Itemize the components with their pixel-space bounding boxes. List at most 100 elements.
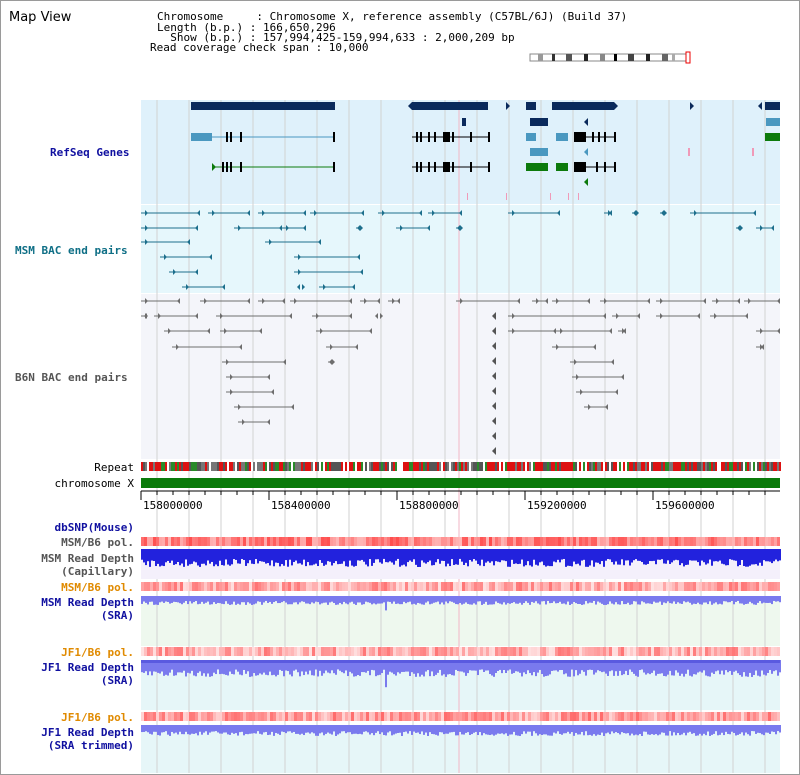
msm-sra-depth bbox=[325, 596, 327, 603]
jf1-sra-depth bbox=[721, 660, 723, 671]
msm-capillary-depth bbox=[321, 549, 323, 563]
jf1-b6-pol-strip bbox=[735, 712, 738, 721]
jf1-sra-depth bbox=[759, 660, 761, 677]
msm-bac-end bbox=[740, 225, 743, 231]
refseq-gene bbox=[556, 133, 568, 141]
jf1-sra-depth bbox=[595, 660, 597, 673]
jf1-sra-depth bbox=[723, 660, 725, 675]
msm-b6-pol-strip bbox=[621, 582, 624, 591]
msm-capillary-depth bbox=[751, 549, 753, 565]
jf1-trimmed-depth bbox=[225, 725, 227, 733]
jf1-trimmed-depth bbox=[427, 725, 429, 736]
jf1-sra-depth bbox=[397, 660, 399, 673]
msm-bac-end bbox=[557, 210, 560, 216]
jf1-trimmed-depth bbox=[527, 725, 529, 732]
track-label-b6n-bac[interactable]: B6N BAC end pairs bbox=[15, 371, 128, 384]
jf1-sra-depth bbox=[219, 660, 221, 675]
msm-capillary-depth bbox=[391, 549, 393, 563]
msm-b6-pol-strip bbox=[219, 537, 222, 546]
jf1-b6-pol-strip bbox=[258, 647, 261, 656]
jf1-trimmed-depth bbox=[659, 725, 661, 735]
jf1-b6-pol-strip bbox=[762, 712, 765, 721]
msm-sra-depth bbox=[403, 596, 405, 602]
msm-sra-depth bbox=[589, 596, 591, 603]
jf1-sra-depth bbox=[419, 660, 421, 677]
jf1-b6-pol-strip bbox=[651, 647, 654, 656]
msm-capillary-depth bbox=[527, 549, 529, 562]
msm-b6-pol-strip bbox=[234, 537, 237, 546]
jf1-sra-depth bbox=[515, 660, 517, 672]
jf1-b6-pol-strip bbox=[177, 712, 180, 721]
msm-b6-pol-strip bbox=[747, 582, 750, 591]
repeat-segment bbox=[699, 462, 701, 471]
msm-b6-pol-strip bbox=[747, 537, 750, 546]
jf1-trimmed-depth bbox=[571, 725, 573, 733]
jf1-trimmed-depth bbox=[169, 725, 171, 736]
msm-capillary-depth bbox=[609, 549, 611, 560]
jf1-sra-depth bbox=[353, 660, 355, 677]
jf1-trimmed-depth bbox=[301, 725, 303, 734]
jf1-trimmed-depth bbox=[587, 725, 589, 736]
msm-capillary-depth bbox=[165, 549, 167, 563]
jf1-b6-pol-strip bbox=[180, 712, 183, 721]
msm-sra-depth bbox=[567, 596, 569, 602]
jf1-b6-pol-strip bbox=[660, 712, 663, 721]
track-label-refseq[interactable]: RefSeq Genes bbox=[50, 146, 130, 159]
msm-sra-depth bbox=[449, 596, 451, 602]
repeat-segment bbox=[355, 462, 357, 471]
b6n-bac-end bbox=[574, 359, 577, 365]
msm-capillary-depth bbox=[729, 549, 731, 560]
jf1-b6-pol-strip bbox=[405, 647, 408, 656]
jf1-b6-pol-strip bbox=[444, 647, 447, 656]
msm-capillary-depth bbox=[263, 549, 265, 562]
b6n-bac-end bbox=[294, 298, 297, 304]
msm-capillary-depth bbox=[709, 549, 711, 560]
msm-sra-depth bbox=[735, 596, 737, 602]
jf1-b6-pol-strip bbox=[420, 647, 423, 656]
jf1-trimmed-depth bbox=[477, 725, 479, 736]
jf1-trimmed-depth bbox=[657, 725, 659, 736]
repeat-segment bbox=[727, 462, 729, 471]
jf1-b6-pol-strip bbox=[438, 712, 441, 721]
msm-sra-depth bbox=[415, 596, 417, 605]
jf1-sra-depth bbox=[615, 660, 617, 672]
b6n-bac-end bbox=[242, 419, 245, 425]
repeat-segment bbox=[305, 462, 307, 471]
repeat-segment bbox=[311, 462, 313, 471]
msm-bac-track-bg bbox=[141, 205, 780, 293]
repeat-segment bbox=[713, 462, 715, 471]
jf1-b6-pol-strip bbox=[354, 647, 357, 656]
jf1-b6-pol-strip bbox=[189, 712, 192, 721]
repeat-segment bbox=[395, 462, 397, 471]
msm-sra-depth bbox=[339, 596, 341, 603]
msm-b6-pol-strip bbox=[507, 537, 510, 546]
msm-sra-depth bbox=[249, 596, 251, 604]
jf1-b6-pol-strip bbox=[210, 712, 213, 721]
jf1-b6-pol-strip bbox=[639, 647, 642, 656]
jf1-b6-pol-strip bbox=[648, 712, 651, 721]
msm-sra-depth bbox=[563, 596, 565, 604]
msm-b6-pol-strip bbox=[543, 537, 546, 546]
msm-b6-pol-strip bbox=[171, 537, 174, 546]
msm-b6-pol-strip bbox=[501, 537, 504, 546]
msm-sra-depth bbox=[381, 596, 383, 604]
jf1-sra-depth bbox=[479, 660, 481, 670]
jf1-b6-pol-strip bbox=[429, 647, 432, 656]
jf1-sra-depth bbox=[141, 660, 143, 673]
jf1-sra-depth bbox=[361, 660, 363, 673]
msm-b6-pol-strip bbox=[309, 537, 312, 546]
jf1-b6-pol-strip bbox=[456, 647, 459, 656]
jf1-b6-pol-strip bbox=[534, 647, 537, 656]
jf1-trimmed-depth bbox=[765, 725, 767, 733]
jf1-b6-pol-strip bbox=[705, 712, 708, 721]
track-label-dbsnp[interactable]: dbSNP(Mouse) bbox=[54, 521, 134, 534]
repeat-segment bbox=[469, 462, 471, 471]
msm-b6-pol-strip bbox=[708, 582, 711, 591]
jf1-b6-pol-strip bbox=[408, 712, 411, 721]
track-label-msm-bac[interactable]: MSM BAC end pairs bbox=[15, 244, 128, 257]
b6n-bac-end bbox=[616, 313, 619, 319]
repeat-segment bbox=[453, 462, 455, 471]
msm-b6-pol-strip bbox=[555, 537, 558, 546]
jf1-b6-pol-strip bbox=[234, 712, 237, 721]
